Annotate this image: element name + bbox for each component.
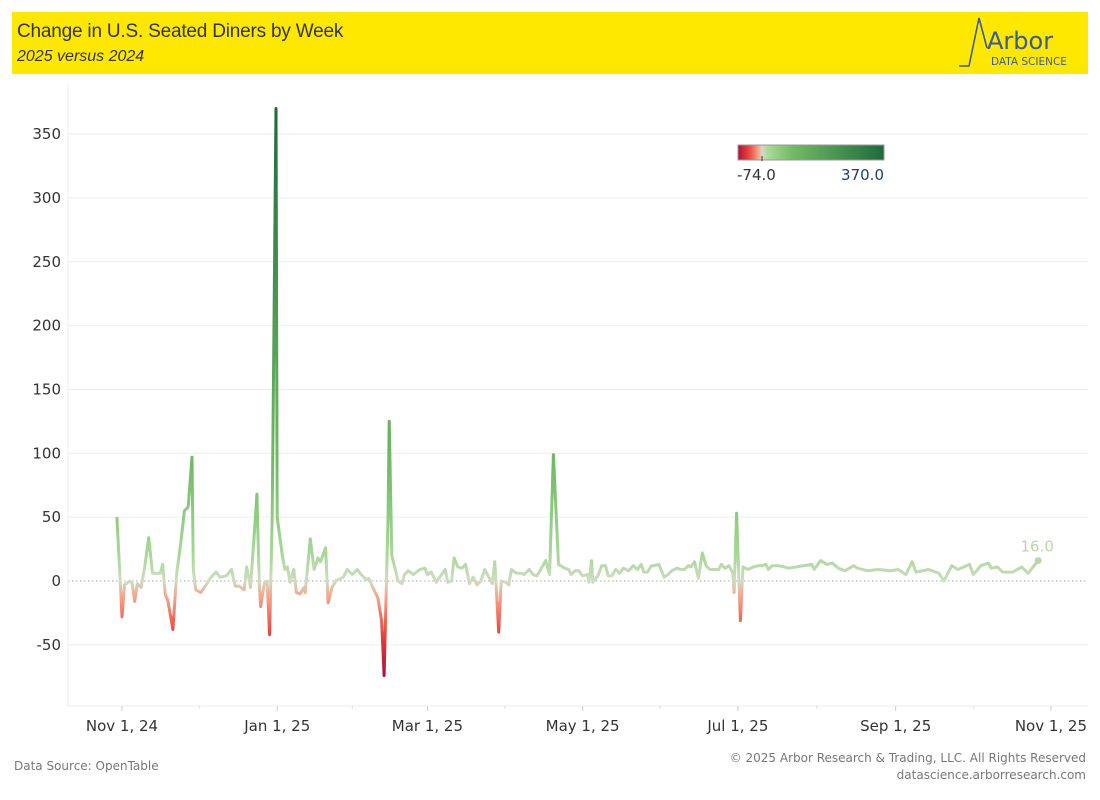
data-source: Data Source: OpenTable xyxy=(14,759,159,773)
x-tick-label: May 1, 25 xyxy=(546,717,620,735)
y-tick-label: 100 xyxy=(32,444,61,462)
x-axis: Nov 1, 24 Jan 1, 25 Mar 1, 25 May 1, 25 Jul … xyxy=(68,705,1088,735)
chart-subtitle: 2025 versus 2024 xyxy=(17,48,145,65)
footer-credits: © 2025 Arbor Research & Trading, LLC. Al… xyxy=(730,750,1086,784)
color-legend: -74.0 370.0 xyxy=(737,144,885,184)
arbor-logo: Arbor DATA SCIENCE xyxy=(959,17,1067,68)
header-banner: Change in U.S. Seated Diners by Week 202… xyxy=(12,12,1088,74)
copyright: © 2025 Arbor Research & Trading, LLC. Al… xyxy=(729,751,1086,765)
y-axis: -50 0 50 100 150 200 250 300 350 xyxy=(32,84,69,706)
gridlines xyxy=(68,133,1088,646)
y-tick-label: 150 xyxy=(32,380,61,398)
chart-title: Change in U.S. Seated Diners by Week xyxy=(17,21,344,42)
last-data-point xyxy=(1034,557,1042,565)
x-tick-label: Mar 1, 25 xyxy=(392,717,463,735)
logo-subtext: DATA SCIENCE xyxy=(991,56,1067,68)
logo-text: Arbor xyxy=(987,27,1053,55)
y-tick-label: 200 xyxy=(32,317,61,335)
legend-max-label: 370.0 xyxy=(841,166,884,184)
y-tick-label: 0 xyxy=(51,572,61,590)
y-tick-label: -50 xyxy=(37,636,62,654)
y-tick-label: 300 xyxy=(32,189,61,207)
website-link[interactable]: datascience.arborresearch.com xyxy=(896,768,1086,782)
x-tick-label: Jan 1, 25 xyxy=(243,717,310,735)
legend-min-label: -74.0 xyxy=(737,166,776,184)
y-tick-label: 350 xyxy=(32,125,61,143)
y-tick-label: 50 xyxy=(42,508,61,526)
x-tick-label: Nov 1, 25 xyxy=(1015,717,1087,735)
x-tick-label: Sep 1, 25 xyxy=(860,717,931,735)
series-line xyxy=(115,107,1040,677)
y-tick-label: 250 xyxy=(32,253,61,271)
last-value-label: 16.0 xyxy=(1020,538,1053,556)
x-tick-label: Nov 1, 24 xyxy=(86,717,158,735)
legend-gradient-bar xyxy=(737,144,885,161)
x-tick-label: Jul 1, 25 xyxy=(706,717,768,735)
